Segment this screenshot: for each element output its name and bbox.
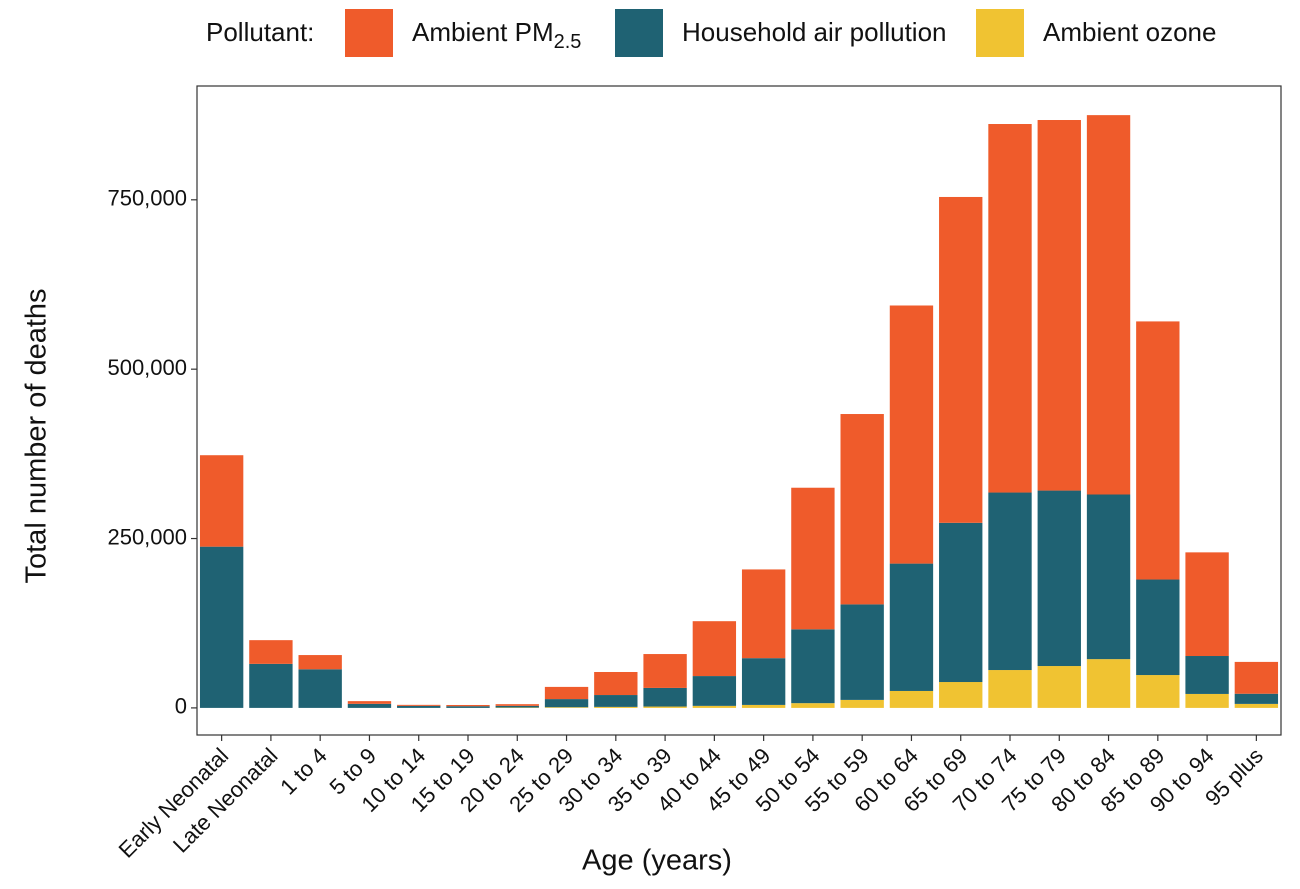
- bar-segment: [594, 706, 638, 708]
- legend-label: Ambient PM2.5: [412, 17, 581, 53]
- bar-segment: [544, 686, 589, 700]
- bar-segment: [741, 658, 786, 705]
- bar-segment: [692, 676, 737, 706]
- y-tick-label: 250,000: [107, 524, 187, 549]
- bar-segment: [939, 522, 983, 683]
- bar-segment: [840, 604, 884, 700]
- bar-segment: [544, 699, 589, 708]
- bar-segment: [889, 563, 934, 691]
- plot-panel: [196, 85, 1282, 736]
- bar-segment: [791, 487, 835, 630]
- bar-segment: [1037, 490, 1081, 667]
- bar-segment: [692, 705, 737, 708]
- y-axis-title: Total number of deaths: [21, 288, 53, 583]
- bar-segment: [298, 669, 342, 708]
- y-tick-label: 750,000: [107, 186, 187, 211]
- bar-segment: [643, 654, 687, 688]
- bar-segment: [446, 704, 490, 707]
- bar-segment: [988, 124, 1032, 493]
- bar-segment: [1185, 552, 1229, 657]
- bar-segment: [347, 701, 392, 704]
- bar-segment: [988, 492, 1032, 671]
- bar-segment: [446, 706, 490, 708]
- bar-segment: [544, 707, 589, 708]
- bar-segment: [988, 670, 1032, 708]
- bar-segment: [1086, 659, 1131, 708]
- bar-segment: [495, 705, 539, 708]
- bar-segment: [594, 695, 638, 707]
- bar-segment: [397, 705, 441, 708]
- bar-segment: [643, 687, 687, 707]
- y-tick-label: 500,000: [107, 355, 187, 380]
- bar-segment: [939, 196, 983, 523]
- bar-segment: [791, 629, 835, 704]
- bar-segment: [1136, 321, 1180, 580]
- bar-segment: [495, 704, 539, 706]
- bar-segment: [840, 414, 884, 605]
- y-tick-label: 0: [175, 694, 187, 719]
- bar-segment: [347, 703, 392, 708]
- legend-label: Household air pollution: [682, 17, 947, 47]
- bar-segment: [249, 663, 293, 708]
- bar-segment: [1037, 120, 1081, 491]
- bar-segment: [1234, 693, 1279, 704]
- bar-segment: [1185, 693, 1229, 708]
- bar-segment: [889, 690, 934, 708]
- bar-segment: [1234, 703, 1279, 708]
- bar-segment: [889, 305, 934, 564]
- bar-segment: [741, 569, 786, 659]
- bar-segment: [643, 706, 687, 708]
- bar-segment: [1037, 666, 1081, 708]
- bar-segment: [939, 682, 983, 708]
- bar-segment: [692, 621, 737, 677]
- x-tick-label: 1 to 4: [275, 743, 332, 800]
- bar-segment: [1086, 494, 1131, 660]
- legend-swatch: [345, 9, 393, 57]
- bar-segment: [1185, 656, 1229, 694]
- bar-segment: [1136, 579, 1180, 676]
- bar-segment: [397, 704, 441, 706]
- bar-segment: [791, 703, 835, 708]
- bar-segment: [741, 704, 786, 708]
- bar-segment: [199, 546, 244, 708]
- bar-segment: [1086, 115, 1131, 495]
- legend-swatch: [976, 9, 1024, 57]
- bar-segment: [199, 455, 244, 547]
- bar-segment: [840, 699, 884, 708]
- bar-segment: [249, 640, 293, 664]
- bar-segment: [1234, 661, 1279, 694]
- legend-swatch: [615, 9, 663, 57]
- legend-label: Ambient ozone: [1043, 17, 1216, 47]
- bar-segment: [1136, 675, 1180, 708]
- bar-segment: [298, 655, 342, 670]
- legend-title: Pollutant:: [206, 17, 314, 47]
- x-axis-title: Age (years): [582, 845, 732, 877]
- bar-segment: [594, 671, 638, 696]
